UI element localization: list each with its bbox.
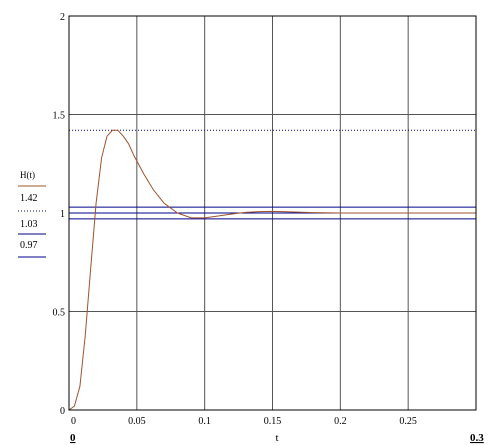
legend-label-1-42: 1.42 [20,193,38,204]
legend-label-0-97: 0.97 [20,240,38,251]
x-tick-label: 0.25 [399,416,417,427]
plot-frame [68,15,477,411]
x-tick-label: 0 [71,416,76,427]
series-layer [68,129,476,411]
tick-labels: 0 0.05 0.1 0.15 0.2 0.25 0 0.5 1 1.5 2 [53,12,417,427]
x-range-min-label: 0 [70,432,76,444]
x-tick-label: 0.05 [128,416,146,427]
legend: H(t) 1.42 1.03 0.97 [18,170,46,258]
x-tick-label: 0.15 [264,416,282,427]
x-tick-label: 0.1 [198,416,211,427]
x-range-max-label: 0.3 [470,432,484,444]
series-line [68,129,476,411]
y-tick-label: 2 [60,12,65,23]
y-tick-label: 0.5 [53,308,66,319]
y-tick-label: 0 [60,406,65,417]
legend-label-1-03: 1.03 [20,219,38,230]
y-tick-label: 1.5 [53,111,66,122]
x-axis-label: t [275,432,278,444]
legend-title: H(t) [20,170,35,180]
y-tick-label: 1 [60,209,65,220]
x-tick-label: 0.2 [334,416,347,427]
